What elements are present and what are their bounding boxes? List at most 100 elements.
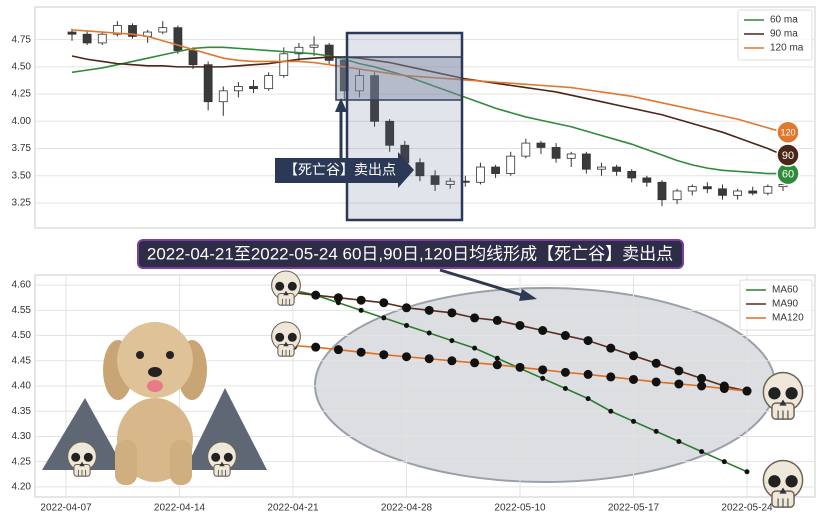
marker bbox=[674, 379, 684, 389]
ma-line bbox=[71, 29, 784, 133]
candle-body bbox=[581, 153, 591, 170]
marker bbox=[651, 377, 661, 387]
y-tick-label: 4.30 bbox=[12, 431, 32, 442]
candle-body bbox=[702, 186, 712, 190]
marker bbox=[538, 365, 548, 375]
candle-body bbox=[279, 53, 289, 76]
candle-body bbox=[627, 170, 637, 179]
marker bbox=[674, 366, 684, 376]
x-tick-label: 2022-04-14 bbox=[154, 503, 206, 514]
top-chart: 3.25 3.50 3.75 4.00 4.25 4.50 4.75 60 90 120 60 ma… bbox=[12, 9, 815, 209]
highlight-region bbox=[345, 31, 464, 222]
marker bbox=[447, 356, 457, 366]
marker bbox=[629, 374, 638, 384]
skull bbox=[762, 459, 804, 508]
candle-body bbox=[218, 90, 228, 103]
marker bbox=[358, 307, 364, 313]
marker bbox=[742, 386, 752, 396]
x-tick-label: 2022-04-28 bbox=[381, 503, 433, 514]
pointer-arrow-head bbox=[519, 289, 537, 301]
y-tick-label: 4.40 bbox=[12, 381, 32, 392]
marker bbox=[381, 315, 387, 321]
marker bbox=[424, 354, 434, 364]
candle-body bbox=[67, 31, 77, 35]
candle-body bbox=[612, 166, 621, 172]
marker bbox=[629, 351, 638, 361]
candle-body bbox=[476, 166, 485, 183]
marker bbox=[379, 298, 389, 308]
x-tick-label: 2022-05-10 bbox=[494, 503, 546, 514]
candle-body bbox=[294, 46, 304, 55]
marker bbox=[608, 408, 614, 414]
marker bbox=[449, 338, 455, 344]
candle-body bbox=[97, 33, 107, 44]
legend-label: MA90 bbox=[772, 299, 799, 310]
marker bbox=[311, 290, 321, 300]
end-badge bbox=[776, 143, 800, 167]
marker bbox=[560, 367, 570, 377]
marker bbox=[744, 469, 750, 475]
marker bbox=[699, 449, 705, 455]
marker bbox=[447, 308, 457, 318]
marker bbox=[583, 369, 593, 379]
marker bbox=[492, 315, 502, 325]
candle-body bbox=[385, 120, 395, 146]
annotation: 【死亡谷】卖出点 bbox=[284, 162, 396, 178]
candle-body bbox=[339, 59, 349, 92]
annotation-box bbox=[275, 152, 414, 188]
candle-body bbox=[536, 142, 546, 148]
candle-body bbox=[778, 184, 788, 188]
x-tick-label: 2022-04-21 bbox=[267, 503, 319, 514]
legend-label: MA60 bbox=[772, 285, 799, 296]
marker bbox=[651, 358, 661, 368]
candle-body bbox=[324, 44, 334, 61]
y-tick-label: 4.55 bbox=[12, 305, 32, 316]
marker bbox=[470, 313, 480, 323]
y-tick-label: 4.45 bbox=[12, 355, 32, 366]
candle-body bbox=[733, 190, 743, 196]
y-tick-label: 4.75 bbox=[12, 34, 32, 45]
marker bbox=[402, 352, 411, 362]
candle-body bbox=[642, 177, 652, 183]
marker bbox=[676, 439, 682, 444]
end-label: 90 bbox=[782, 150, 794, 162]
marker bbox=[404, 322, 409, 328]
marker bbox=[653, 428, 659, 434]
x-tick-label: 2022-05-24 bbox=[721, 503, 773, 514]
candle-body bbox=[521, 142, 531, 157]
candle-body bbox=[264, 75, 274, 90]
marker bbox=[721, 459, 727, 465]
candle-body bbox=[309, 44, 319, 48]
candle-body bbox=[687, 186, 697, 192]
mountain bbox=[42, 398, 125, 470]
marker bbox=[333, 345, 343, 355]
y-tick-label: 4.60 bbox=[12, 280, 32, 291]
marker bbox=[583, 336, 593, 346]
candle-body bbox=[491, 166, 500, 174]
mountain bbox=[185, 388, 267, 470]
marker bbox=[426, 330, 432, 336]
headline-box bbox=[137, 239, 684, 269]
end-label: 60 bbox=[782, 168, 794, 180]
marker bbox=[697, 373, 707, 383]
marker bbox=[470, 358, 480, 368]
candle-body bbox=[672, 190, 682, 201]
y-tick-label: 4.35 bbox=[12, 406, 32, 417]
candle-body bbox=[718, 188, 727, 196]
candle-body bbox=[566, 153, 576, 159]
candle-body bbox=[597, 166, 606, 170]
candle-body bbox=[430, 175, 440, 185]
up-arrow-head bbox=[335, 98, 347, 112]
marker bbox=[333, 293, 343, 303]
candle-body bbox=[551, 147, 561, 159]
candle-body bbox=[82, 33, 92, 44]
legend-label: 90 ma bbox=[770, 29, 798, 40]
marker bbox=[606, 372, 616, 382]
candle-body bbox=[249, 86, 258, 90]
legend-label: MA120 bbox=[772, 313, 804, 324]
marker bbox=[424, 305, 434, 315]
headline: 2022-04-21至2022-05-24 60日,90日,120日均线形成【死… bbox=[147, 244, 673, 263]
y-tick-label: 4.00 bbox=[12, 116, 32, 127]
candle-body bbox=[188, 50, 198, 66]
candle-body bbox=[370, 75, 379, 122]
